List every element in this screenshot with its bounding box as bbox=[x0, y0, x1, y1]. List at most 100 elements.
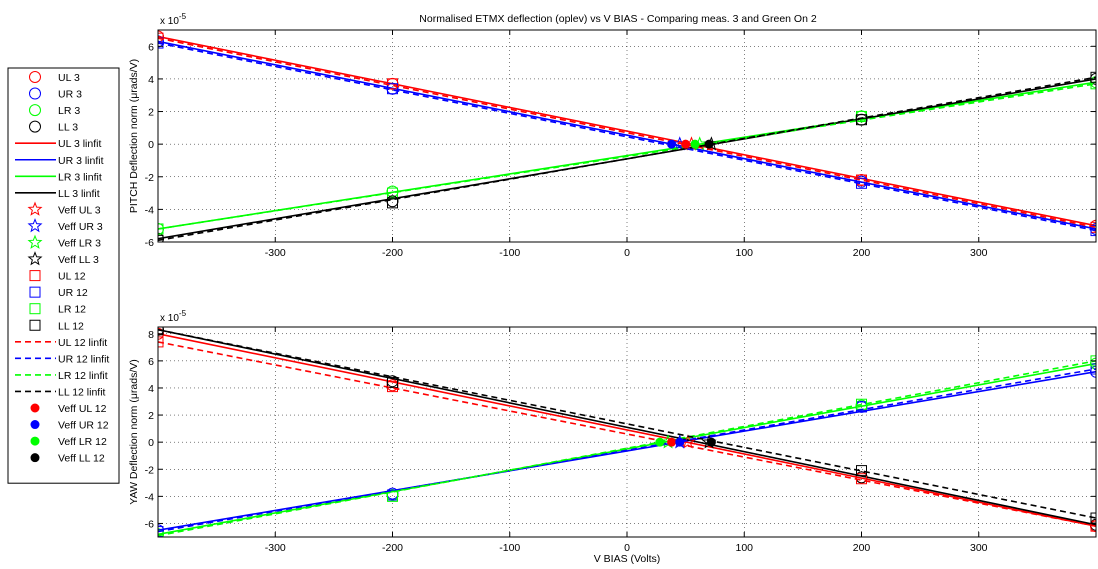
pitch-series-ll-12-point bbox=[387, 197, 398, 209]
legend-swatch bbox=[30, 420, 40, 430]
pitch-x-tick-label: -100 bbox=[499, 247, 520, 259]
legend-entry-ur-12-linfit: UR 12 linfit bbox=[15, 353, 109, 365]
pitch-x-tick-label: 200 bbox=[853, 247, 871, 259]
legend-swatch bbox=[30, 436, 40, 446]
legend-swatch bbox=[27, 251, 43, 266]
figure-title: Normalised ETMX deflection (oplev) vs V … bbox=[419, 13, 817, 25]
pitch-y-tick-label: -6 bbox=[145, 237, 154, 249]
legend-swatch bbox=[29, 87, 41, 100]
legend-swatch bbox=[27, 201, 43, 216]
pitch-x-tick-label: 300 bbox=[970, 247, 988, 259]
legend-entry-lr-3: LR 3 bbox=[29, 104, 80, 117]
yaw-y-tick-label: -6 bbox=[145, 518, 154, 530]
legend-entry-ll-12-linfit: LL 12 linfit bbox=[15, 386, 106, 398]
yaw-x-tick-label: 300 bbox=[970, 542, 988, 554]
legend-label: UR 12 linfit bbox=[58, 353, 109, 365]
legend-entry-lr-3-linfit: LR 3 linfit bbox=[15, 171, 102, 183]
legend-label: Veff UR 3 bbox=[58, 221, 103, 233]
yaw-y-tick-label: -2 bbox=[145, 464, 154, 476]
legend-entry-ll-12: LL 12 bbox=[29, 319, 84, 332]
yaw-series-ll-12-point bbox=[1090, 512, 1096, 524]
legend-label: LL 12 linfit bbox=[58, 386, 106, 398]
legend-entry-ul-3: UL 3 bbox=[29, 71, 80, 84]
pitch-y-tick-label: 6 bbox=[148, 41, 154, 53]
legend-swatch bbox=[30, 403, 40, 413]
legend-label: LL 12 bbox=[58, 320, 84, 332]
yaw-series bbox=[158, 327, 1096, 537]
legend-box bbox=[7, 67, 120, 484]
yaw-x-tick-label: -300 bbox=[265, 542, 286, 554]
legend-label: Veff LR 3 bbox=[58, 238, 101, 250]
legend-label: Veff UR 12 bbox=[58, 420, 109, 432]
pitch-series-ll-3-linfit-line bbox=[158, 78, 1096, 240]
yaw-y-tick-label: -4 bbox=[145, 491, 154, 503]
pitch-x-tick-label: -300 bbox=[265, 247, 286, 259]
legend-entry-ul-12: UL 12 bbox=[29, 270, 86, 283]
pitch-series-ll-12-point bbox=[1090, 71, 1096, 83]
legend-label: LR 3 bbox=[58, 105, 80, 117]
legend-swatch bbox=[30, 453, 40, 463]
pitch-series-veff-ll-12-point bbox=[704, 139, 714, 149]
yaw-series-ur-12-point bbox=[1090, 363, 1096, 375]
legend-label: LR 3 linfit bbox=[58, 171, 102, 183]
pitch-x-tick-label: -200 bbox=[382, 247, 403, 259]
pitch-series-ll-12-point bbox=[856, 114, 867, 126]
legend-entry-veff-ll-12: Veff LL 12 bbox=[30, 453, 105, 465]
yaw-y-tick-label: 6 bbox=[148, 356, 154, 368]
pitch-series-ur-12-point bbox=[1090, 225, 1096, 237]
legend-entry-ur-3: UR 3 bbox=[29, 87, 82, 101]
yaw-x-tick-label: 200 bbox=[853, 542, 871, 554]
pitch-series-ll-12-linfit-line bbox=[158, 76, 1096, 242]
legend-label: Veff LR 12 bbox=[58, 436, 107, 448]
pitch-series-veff-ul-12-point bbox=[681, 139, 691, 149]
legend-entry-veff-ul-12: Veff UL 12 bbox=[30, 403, 107, 415]
pitch-series-ur-3-linfit-line bbox=[158, 40, 1096, 230]
legend-swatch bbox=[29, 104, 41, 117]
yaw-series-ll-3-linfit-line bbox=[158, 328, 1096, 526]
legend-swatch bbox=[29, 120, 41, 133]
pitch-y-axis-label: PITCH Deflection norm (μrads/V) bbox=[128, 59, 140, 213]
yaw-series-ul-3-linfit-line bbox=[158, 332, 1096, 527]
pitch-x-tick-label: 0 bbox=[624, 247, 630, 259]
legend-label: UR 3 linfit bbox=[58, 155, 104, 167]
yaw-x-tick-label: 100 bbox=[735, 542, 753, 554]
legend-swatch bbox=[29, 319, 41, 331]
pitch-series-ur-12-point bbox=[158, 37, 164, 49]
yaw-x-tick-label: -200 bbox=[382, 542, 403, 554]
yaw-y-axis-label: YAW Deflection norm (μrads/V) bbox=[128, 359, 140, 505]
pitch-series-lr-12-linfit-line bbox=[158, 83, 1096, 230]
legend-label: Veff LL 3 bbox=[58, 254, 99, 266]
legend-entry-ul-3-linfit: UL 3 linfit bbox=[15, 138, 101, 150]
legend-label: UL 12 bbox=[58, 271, 86, 283]
legend-swatch bbox=[29, 286, 41, 298]
pitch-series-ul-3-linfit-line bbox=[158, 35, 1096, 227]
legend-entry-veff-lr-3: Veff LR 3 bbox=[27, 234, 101, 250]
yaw-y-tick-label: 0 bbox=[148, 437, 154, 449]
yaw-grid bbox=[158, 327, 1096, 537]
pitch-series bbox=[158, 30, 1096, 242]
legend-entry-lr-12: LR 12 bbox=[29, 303, 86, 316]
yaw-series-veff-ul-12-point bbox=[667, 437, 677, 447]
yaw-series-ur-12-linfit-line bbox=[158, 368, 1096, 533]
legend-label: Veff LL 12 bbox=[58, 453, 105, 465]
legend-entry-ul-12-linfit: UL 12 linfit bbox=[15, 337, 107, 349]
legend-label: LL 3 linfit bbox=[58, 188, 100, 200]
legend-entry-ur-12: UR 12 bbox=[29, 286, 88, 299]
legend-entry-ll-3: LL 3 bbox=[29, 120, 78, 134]
legend-swatch bbox=[29, 270, 41, 282]
yaw-series-ll-12-point bbox=[158, 327, 164, 336]
legend-label: Veff UL 12 bbox=[58, 403, 107, 415]
yaw-x-tick-label: 0 bbox=[624, 542, 630, 554]
legend-label: LR 12 bbox=[58, 304, 86, 316]
legend-label: UR 3 bbox=[58, 89, 82, 101]
pitch-y-tick-label: 4 bbox=[148, 74, 154, 86]
yaw-series-ll-12-point bbox=[387, 377, 398, 389]
yaw-series-veff-ur-12-point bbox=[675, 437, 685, 447]
legend-label: UL 3 bbox=[58, 72, 80, 84]
legend-label: LL 3 bbox=[58, 122, 78, 134]
legend-entry-veff-ll-3: Veff LL 3 bbox=[27, 251, 99, 266]
yaw-series-lr-3-linfit-line bbox=[158, 362, 1096, 536]
yaw-y-tick-label: 8 bbox=[148, 329, 154, 341]
legend-entry-veff-ul-3: Veff UL 3 bbox=[27, 201, 101, 216]
